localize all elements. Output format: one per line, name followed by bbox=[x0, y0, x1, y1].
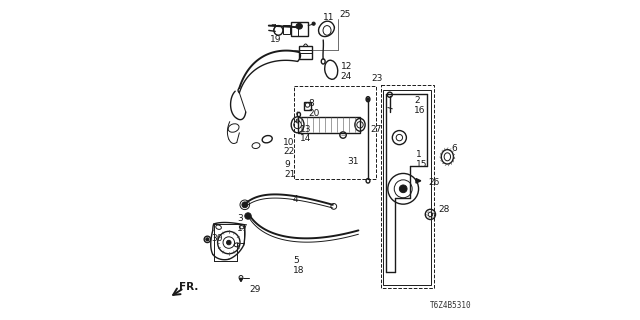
Text: 1: 1 bbox=[416, 150, 422, 159]
Bar bbox=[294, 86, 376, 179]
Text: 2: 2 bbox=[415, 96, 420, 105]
Text: 8: 8 bbox=[309, 99, 314, 108]
Text: 9: 9 bbox=[285, 160, 291, 169]
Text: 30: 30 bbox=[211, 234, 223, 243]
Text: 24: 24 bbox=[340, 72, 352, 81]
Circle shape bbox=[227, 240, 231, 245]
Text: 20: 20 bbox=[309, 109, 320, 118]
Circle shape bbox=[367, 98, 369, 100]
Text: 26: 26 bbox=[429, 178, 440, 187]
Circle shape bbox=[245, 213, 251, 219]
Polygon shape bbox=[239, 278, 243, 282]
Text: 11: 11 bbox=[323, 13, 335, 22]
Circle shape bbox=[206, 238, 209, 241]
Text: 21: 21 bbox=[285, 170, 296, 179]
Text: 4: 4 bbox=[292, 195, 298, 204]
Text: 3: 3 bbox=[237, 214, 243, 223]
Text: 17: 17 bbox=[237, 224, 248, 233]
Circle shape bbox=[242, 202, 248, 208]
Text: 23: 23 bbox=[371, 74, 383, 83]
Circle shape bbox=[399, 185, 407, 193]
Text: 7: 7 bbox=[270, 24, 276, 33]
Bar bbox=[383, 90, 431, 285]
Text: 5: 5 bbox=[292, 256, 298, 265]
Text: 14: 14 bbox=[300, 134, 312, 143]
Bar bbox=[283, 25, 291, 34]
Bar bbox=[304, 102, 311, 110]
Text: T6Z4B5310: T6Z4B5310 bbox=[430, 301, 472, 310]
Text: 13: 13 bbox=[300, 125, 312, 134]
Bar bbox=[291, 22, 308, 36]
Text: 16: 16 bbox=[415, 106, 426, 115]
Polygon shape bbox=[416, 179, 421, 183]
Text: 15: 15 bbox=[416, 160, 428, 169]
Text: 10: 10 bbox=[283, 138, 294, 147]
Text: 22: 22 bbox=[283, 147, 294, 156]
Ellipse shape bbox=[296, 23, 302, 29]
Text: 18: 18 bbox=[292, 266, 304, 275]
Bar bbox=[298, 46, 312, 59]
Text: 28: 28 bbox=[438, 205, 450, 214]
Text: 31: 31 bbox=[347, 157, 358, 166]
Text: 27: 27 bbox=[371, 125, 382, 134]
Text: FR.: FR. bbox=[179, 282, 198, 292]
Text: 29: 29 bbox=[250, 285, 261, 294]
Bar bbox=[381, 85, 434, 288]
Bar bbox=[298, 117, 360, 133]
Text: 6: 6 bbox=[451, 144, 457, 153]
Text: 25: 25 bbox=[339, 10, 351, 19]
Text: 12: 12 bbox=[340, 62, 352, 71]
Circle shape bbox=[312, 22, 316, 25]
Text: 19: 19 bbox=[270, 35, 282, 44]
